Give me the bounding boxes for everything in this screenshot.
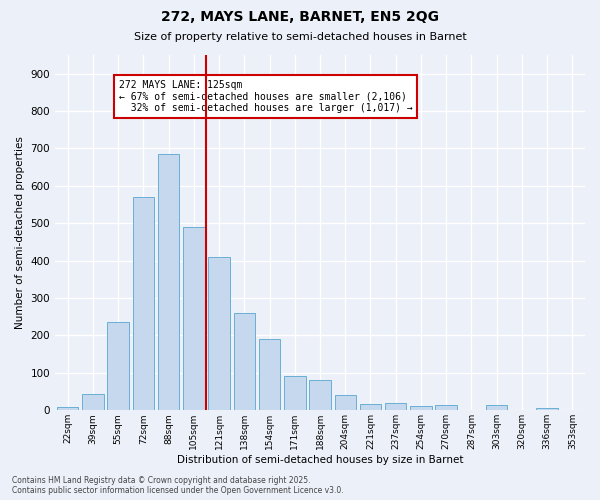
Bar [57,408,79,410]
Bar [259,339,280,410]
Bar [335,396,356,410]
X-axis label: Distribution of semi-detached houses by size in Barnet: Distribution of semi-detached houses by … [177,455,463,465]
Bar [410,406,431,410]
Text: 272, MAYS LANE, BARNET, EN5 2QG: 272, MAYS LANE, BARNET, EN5 2QG [161,10,439,24]
Bar [133,197,154,410]
Bar [233,313,255,410]
Text: Size of property relative to semi-detached houses in Barnet: Size of property relative to semi-detach… [134,32,466,42]
Bar [158,154,179,410]
Y-axis label: Number of semi-detached properties: Number of semi-detached properties [15,136,25,329]
Bar [360,404,381,410]
Bar [107,322,129,410]
Bar [284,376,305,410]
Bar [436,406,457,410]
Bar [309,380,331,410]
Bar [486,406,508,410]
Bar [183,227,205,410]
Bar [536,408,558,410]
Text: 272 MAYS LANE: 125sqm
← 67% of semi-detached houses are smaller (2,106)
  32% of: 272 MAYS LANE: 125sqm ← 67% of semi-deta… [119,80,412,113]
Bar [385,403,406,410]
Bar [208,257,230,410]
Text: Contains HM Land Registry data © Crown copyright and database right 2025.
Contai: Contains HM Land Registry data © Crown c… [12,476,344,495]
Bar [82,394,104,410]
